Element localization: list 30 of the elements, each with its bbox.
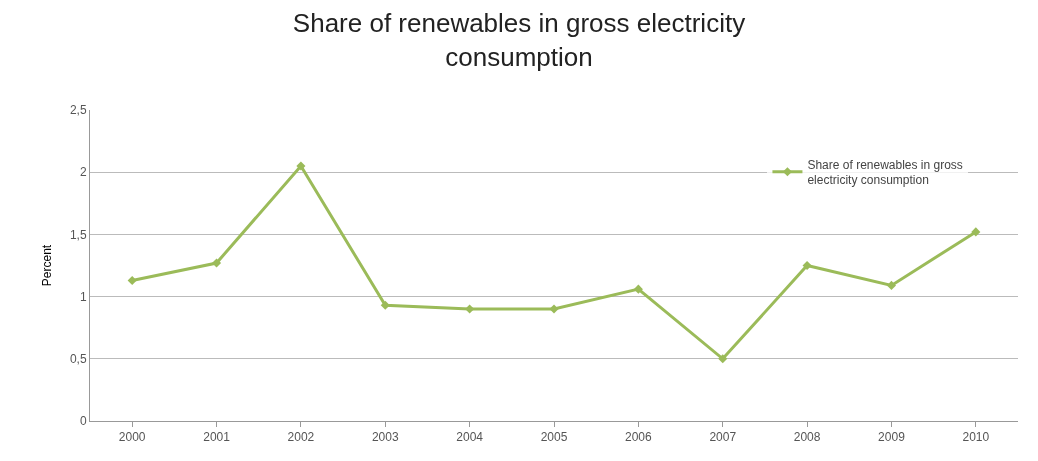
y-tick-label: 1,5 <box>69 227 87 242</box>
point <box>380 300 390 310</box>
x-tick-label: 2010 <box>962 430 990 445</box>
x-tick-label: 2007 <box>709 430 737 445</box>
y-tick-label: 1 <box>79 289 87 304</box>
x-tick-label: 2003 <box>371 430 399 445</box>
x-tick-label: 2008 <box>793 430 821 445</box>
point <box>549 304 559 314</box>
point <box>633 284 643 294</box>
x-tick-label: 2005 <box>540 430 568 445</box>
x-tick-label: 2000 <box>118 430 146 445</box>
point <box>971 227 981 237</box>
point <box>296 161 306 171</box>
y-axis-title: Percent <box>40 244 55 287</box>
point <box>127 275 137 285</box>
y-tick-label: 2 <box>79 165 87 180</box>
x-tick-label: 2004 <box>456 430 484 445</box>
legend-label: Share of renewables in gross electricity consumption <box>807 157 963 188</box>
x-tick-label: 2002 <box>287 430 315 445</box>
point <box>718 354 728 364</box>
y-tick-label: 2,5 <box>69 103 87 118</box>
chart-title: Share of renewables in gross electricity consumption <box>292 8 746 73</box>
y-tick-label: 0 <box>79 414 87 429</box>
x-tick-label: 2001 <box>203 430 231 445</box>
point <box>212 258 222 268</box>
y-tick-label: 0,5 <box>69 352 87 366</box>
point <box>802 260 812 271</box>
x-tick-label: 2006 <box>625 430 653 445</box>
x-tick-label: 2009 <box>878 430 906 445</box>
point <box>886 280 896 290</box>
